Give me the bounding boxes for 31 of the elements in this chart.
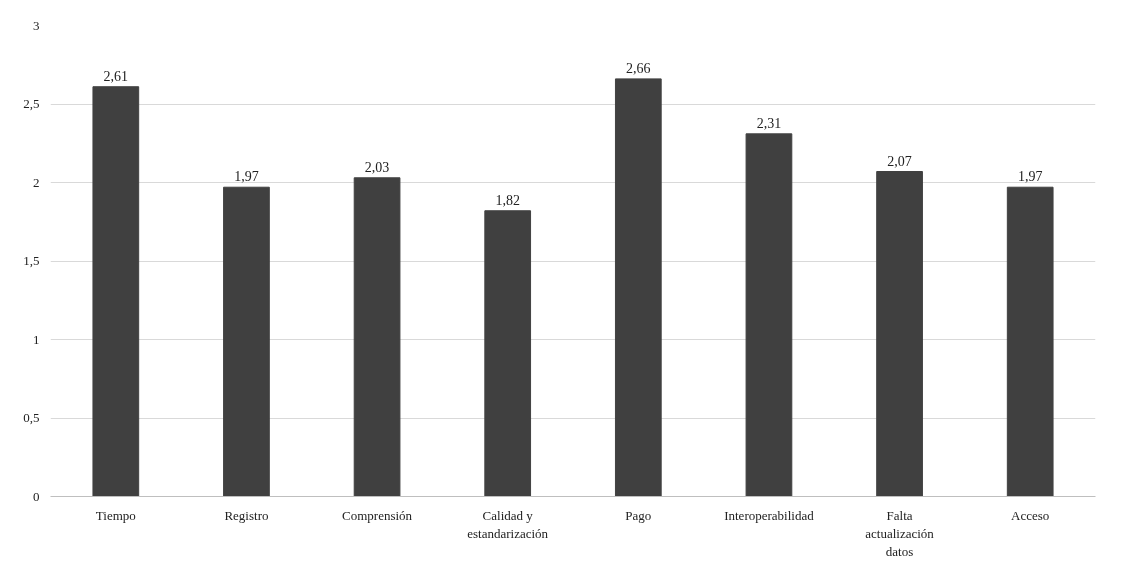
data-label: 2,61 bbox=[103, 68, 129, 84]
x-tick-label: Tiempo bbox=[95, 507, 136, 523]
bar bbox=[92, 86, 140, 497]
x-tick-label: Calidad y estandarización bbox=[467, 507, 549, 541]
y-tick-label: 0,5 bbox=[23, 410, 40, 425]
bar bbox=[353, 177, 401, 497]
data-label: 1,97 bbox=[234, 169, 259, 185]
data-label: 2,66 bbox=[626, 60, 651, 76]
y-tick-label: 0 bbox=[33, 488, 40, 504]
x-tick-label: Acceso bbox=[1011, 507, 1050, 523]
data-label: 2,03 bbox=[364, 159, 390, 175]
x-tick-label: Registro bbox=[224, 507, 269, 523]
y-tick-label: 1,5 bbox=[23, 253, 40, 268]
bar bbox=[223, 186, 270, 497]
x-tick-label: Falta actualización datos bbox=[865, 507, 935, 559]
bar bbox=[745, 133, 793, 497]
bar bbox=[1006, 186, 1054, 497]
bar bbox=[484, 210, 532, 497]
y-tick-label: 3 bbox=[33, 17, 40, 33]
y-tick-label: 1 bbox=[33, 331, 40, 347]
x-tick-label: Comprensión bbox=[342, 507, 413, 523]
y-tick-label: 2 bbox=[33, 174, 40, 190]
data-label: 1,97 bbox=[1017, 169, 1043, 185]
data-label: 2,31 bbox=[756, 115, 782, 131]
data-label: 1,82 bbox=[495, 192, 520, 208]
x-tick-label: Pago bbox=[625, 507, 652, 523]
bar bbox=[876, 171, 923, 497]
bar bbox=[614, 78, 662, 497]
data-label: 2,07 bbox=[887, 153, 912, 169]
y-tick-label: 2,5 bbox=[23, 96, 40, 111]
x-tick-label: Interoperabilidad bbox=[724, 507, 815, 523]
